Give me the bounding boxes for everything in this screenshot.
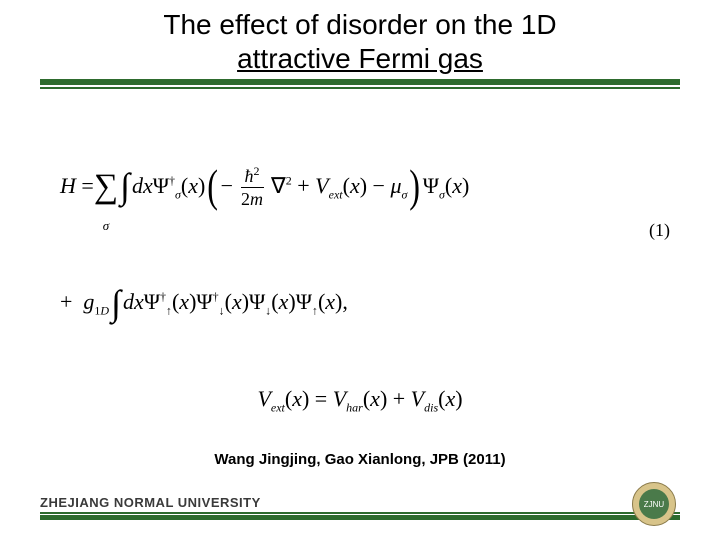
footer: ZHEJIANG NORMAL UNIVERSITY: [40, 495, 680, 520]
title-line1: The effect of disorder on the 1D: [163, 9, 556, 40]
footer-rule-thick: [40, 515, 680, 520]
equation-1-line1: H = ∑σ ∫ dxΨ†σ(x) ( − ħ2 2m ∇2 + Vext(x)…: [60, 131, 660, 241]
footer-org: ZHEJIANG NORMAL UNIVERSITY: [40, 495, 680, 510]
footer-rule: [40, 512, 680, 520]
equation-2: Vext(x) = Vhar(x) + Vdis(x): [60, 386, 660, 415]
equation-1-number: (1): [649, 209, 670, 252]
logo-inner: ZJNU: [639, 489, 669, 519]
university-logo: ZJNU: [632, 482, 676, 526]
header-rule: [40, 79, 680, 91]
equation-area: H = ∑σ ∫ dxΨ†σ(x) ( − ħ2 2m ∇2 + Vext(x)…: [0, 91, 720, 415]
logo-outer-ring: ZJNU: [632, 482, 676, 526]
citation: Wang Jingjing, Gao Xianlong, JPB (2011): [0, 451, 720, 468]
title-line2: attractive Fermi gas: [237, 43, 483, 74]
slide-title: The effect of disorder on the 1D attract…: [0, 0, 720, 75]
header-rule-thin: [40, 87, 680, 89]
header-rule-thick: [40, 79, 680, 85]
footer-rule-thin: [40, 512, 680, 514]
equation-1-line2: + g1D ∫ dxΨ†↑(x)Ψ†↓(x)Ψ↓(x)Ψ↑(x),: [60, 260, 660, 346]
equation-1: H = ∑σ ∫ dxΨ†σ(x) ( − ħ2 2m ∇2 + Vext(x)…: [60, 131, 660, 346]
